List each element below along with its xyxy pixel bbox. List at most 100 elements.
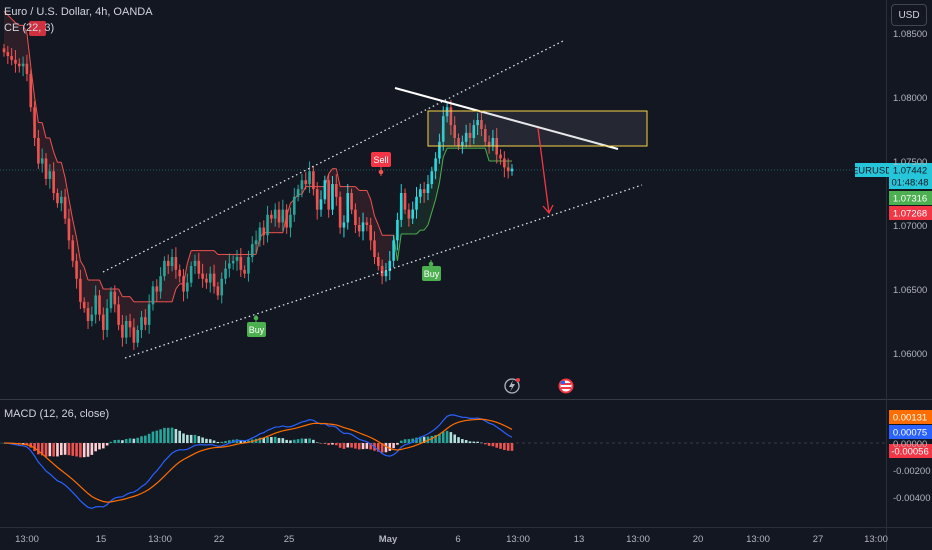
candle-body: [300, 180, 304, 190]
macd-label[interactable]: MACD (12, 26, close): [4, 408, 110, 420]
macd-hist-bar: [228, 440, 231, 443]
candle-body: [354, 209, 357, 225]
macd-hist-bar: [365, 443, 369, 449]
time-tick-label: 13:00: [148, 534, 172, 545]
candle-body: [331, 184, 334, 210]
currency-button[interactable]: USD: [891, 4, 927, 26]
candle-body: [63, 196, 67, 219]
macd-hist-bar: [270, 436, 273, 443]
ce-stop-segment: [22, 25, 28, 34]
time-tick-label: 25: [284, 534, 295, 545]
ce-stop-segment: [72, 219, 78, 238]
time-tick-label: 13:00: [15, 534, 39, 545]
ce-stop-segment: [423, 224, 429, 231]
candle-body: [483, 129, 487, 142]
candlestick-series: [2, 43, 514, 350]
candle-body: [90, 314, 94, 321]
forecast-arrow[interactable]: [537, 127, 550, 214]
macd-hist-bar: [121, 440, 124, 443]
upper-channel-line[interactable]: [102, 39, 566, 273]
lightning-event-icon[interactable]: [504, 378, 520, 394]
macd-hist-bar: [140, 436, 143, 443]
us-flag-event-icon[interactable]: [558, 378, 574, 394]
ce-stop-segment: [175, 283, 181, 290]
candle-body: [453, 125, 457, 138]
macd-hist-bar: [369, 443, 372, 450]
time-tick-label: 15: [96, 534, 107, 545]
candle-body: [105, 308, 109, 330]
macd-hist-bar: [304, 438, 308, 443]
candle-body: [170, 257, 174, 266]
macd-hist-bar: [144, 435, 147, 443]
ce-stop-segment: [49, 137, 55, 153]
candle-body: [468, 132, 472, 138]
candle-body: [434, 158, 437, 172]
ce-stop-segment: [213, 250, 219, 255]
price-axis[interactable]: 1.08500 1.08000 1.07500 1.07000 1.06500 1.060…: [893, 29, 927, 360]
candle-body: [186, 282, 189, 292]
ce-long-stop-tag: 1.07316: [889, 191, 932, 205]
macd-hist-bar: [430, 435, 434, 443]
ce-stop-segment: [355, 186, 360, 191]
bar-countdown: 01:48:48: [892, 178, 929, 189]
macd-axis[interactable]: 0.00000 -0.00200 -0.00400: [893, 439, 931, 504]
candle-body: [445, 107, 449, 117]
ce-stop-segment: [30, 66, 36, 98]
lower-channel-line[interactable]: [124, 184, 643, 359]
candle-body: [407, 209, 411, 219]
macd-hist-bar: [262, 437, 266, 443]
candle-body: [304, 180, 308, 185]
candle-body: [56, 193, 59, 204]
candle-body: [155, 286, 159, 292]
ce-fill-segment: [450, 125, 455, 149]
macd-hist-bar: [464, 440, 468, 443]
macd-hist-bar: [380, 443, 384, 453]
time-tick-label: 20: [693, 534, 704, 545]
ce-short-stop-tag: 1.07268: [889, 206, 932, 220]
macd-hist-bar: [342, 443, 346, 449]
candle-body: [472, 125, 476, 138]
macd-hist-bar: [44, 443, 48, 457]
ce-fill-segment: [19, 25, 24, 67]
ce-stop-segment: [393, 235, 398, 261]
macd-hist-bar: [312, 439, 315, 443]
ce-fill-segment: [363, 190, 367, 225]
macd-hist-bar: [277, 437, 281, 443]
time-tick-label: 22: [214, 534, 225, 545]
ce-fill-segment: [225, 254, 230, 269]
candle-body: [350, 193, 353, 210]
ce-fill-segment: [168, 257, 173, 302]
candle-body: [258, 227, 262, 241]
macd-hist-bar: [29, 443, 33, 448]
candle-body: [346, 193, 350, 223]
time-axis[interactable]: 13:00 15 13:00 22 25 May 6 13:00 13 13:00 20 13:00 2…: [15, 534, 888, 545]
candle-body: [308, 171, 311, 185]
resistance-trendline[interactable]: [394, 87, 619, 150]
candle-body: [151, 286, 155, 305]
macd-hist-bar: [113, 439, 117, 443]
svg-text:EURUSD: EURUSD: [852, 166, 892, 177]
macd-hist-bar: [457, 437, 460, 443]
macd-hist-bar: [174, 429, 178, 443]
last-price-value: 1.07442: [893, 166, 927, 177]
candle-body: [399, 193, 403, 220]
macd-hist-bar: [59, 443, 63, 456]
macd-hist-bar: [292, 439, 296, 443]
svg-text:1.07316: 1.07316: [893, 194, 927, 205]
candle-body: [357, 225, 361, 232]
ce-stop-segment: [484, 148, 490, 162]
macd-hist-bar: [105, 443, 109, 446]
candle-body: [59, 196, 63, 204]
ce-stop-segment: [26, 32, 32, 67]
macd-hist-bar: [193, 434, 197, 443]
macd-hist-bar: [186, 434, 189, 443]
ce-stop-segment: [60, 162, 66, 178]
symbol-title[interactable]: Euro / U.S. Dollar, 4h, OANDA: [4, 6, 153, 18]
macd-hist-bar: [411, 438, 414, 443]
ce-stop-segment: [416, 229, 421, 235]
macd-hist-bar: [403, 439, 407, 443]
candle-body: [140, 317, 143, 330]
ce-stop-segment: [99, 279, 104, 290]
indicator-label[interactable]: CE (22, 3): [4, 22, 55, 34]
